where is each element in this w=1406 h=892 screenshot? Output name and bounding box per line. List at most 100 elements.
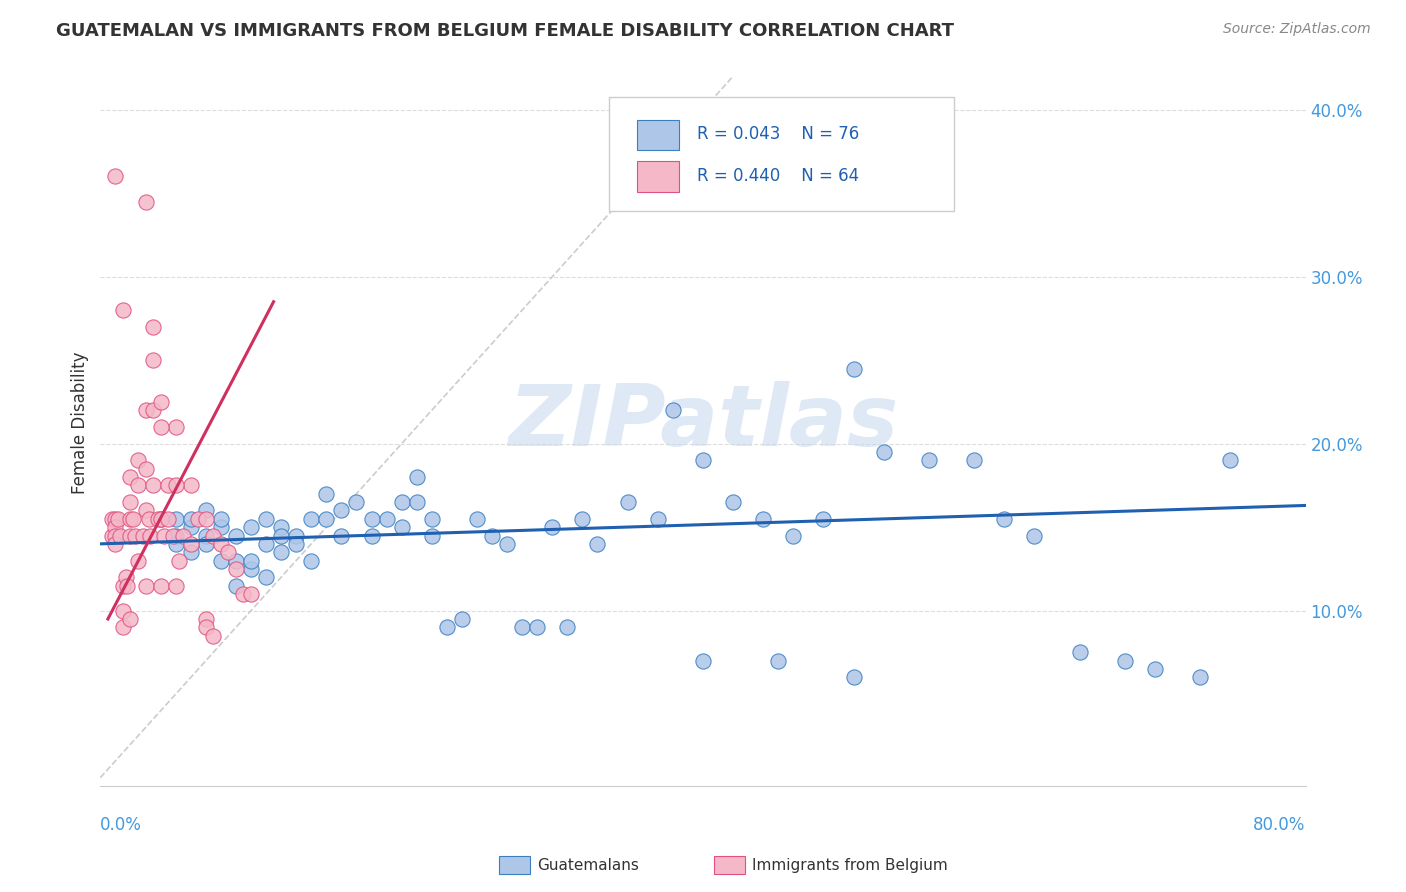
Point [918,453,941,467]
Point [270,545,292,559]
Point [963,453,986,467]
Point [225,562,247,576]
Text: R = 0.440    N = 64: R = 0.440 N = 64 [697,167,859,185]
Point [240,553,263,567]
Point [187,512,209,526]
Point [662,403,685,417]
Text: 0.0%: 0.0% [100,816,142,834]
Point [180,537,202,551]
Point [692,654,714,668]
Text: 80.0%: 80.0% [1253,816,1306,834]
Point [202,629,225,643]
Point [165,537,187,551]
FancyBboxPatch shape [637,120,679,151]
Point [149,512,172,526]
Point [254,512,277,526]
Point [120,528,142,542]
Point [127,553,149,567]
Point [571,512,593,526]
Point [330,503,353,517]
Point [104,520,127,534]
Point [346,495,368,509]
Point [135,403,157,417]
FancyBboxPatch shape [714,856,745,874]
Point [165,478,187,492]
Point [120,512,142,526]
Point [481,528,503,542]
Point [135,503,157,517]
Point [142,319,165,334]
Point [101,528,124,542]
Point [586,537,609,551]
Point [149,512,172,526]
Point [465,512,488,526]
Point [240,520,263,534]
Point [124,528,146,542]
Point [146,512,169,526]
Point [360,528,382,542]
Point [692,453,714,467]
Point [209,512,232,526]
Point [209,520,232,534]
Point [240,587,263,601]
Point [209,553,232,567]
Text: ZIPatlas: ZIPatlas [508,381,898,465]
Point [138,512,160,526]
Point [721,495,744,509]
Point [254,537,277,551]
Point [647,512,669,526]
Point [111,579,134,593]
Point [993,512,1015,526]
Point [330,528,353,542]
Point [1069,645,1091,659]
Point [135,579,157,593]
Point [142,478,165,492]
Point [152,528,174,542]
Point [122,512,145,526]
Point [873,445,896,459]
Point [842,670,865,684]
Point [813,512,835,526]
Point [180,512,202,526]
Point [360,512,382,526]
Point [194,537,217,551]
Point [194,528,217,542]
Point [111,620,134,634]
Point [165,512,187,526]
Point [299,553,322,567]
Point [149,420,172,434]
Point [149,395,172,409]
Point [115,570,138,584]
Point [120,495,142,509]
Point [254,570,277,584]
Point [194,612,217,626]
Point [315,487,337,501]
Point [1114,654,1136,668]
Point [104,528,127,542]
Text: Source: ZipAtlas.com: Source: ZipAtlas.com [1223,22,1371,37]
FancyBboxPatch shape [499,856,530,874]
Point [225,579,247,593]
Point [172,528,194,542]
Point [142,403,165,417]
Point [510,620,533,634]
Point [180,478,202,492]
Point [194,620,217,634]
Point [167,553,190,567]
Point [270,520,292,534]
FancyBboxPatch shape [637,161,679,192]
Point [120,612,142,626]
Point [149,579,172,593]
Point [157,478,180,492]
Point [1189,670,1212,684]
Point [391,495,413,509]
Point [104,169,127,184]
Point [496,537,519,551]
Point [162,528,184,542]
Point [842,361,865,376]
Point [451,612,474,626]
Text: Immigrants from Belgium: Immigrants from Belgium [752,858,948,872]
Point [108,528,131,542]
Point [165,579,187,593]
Point [180,545,202,559]
